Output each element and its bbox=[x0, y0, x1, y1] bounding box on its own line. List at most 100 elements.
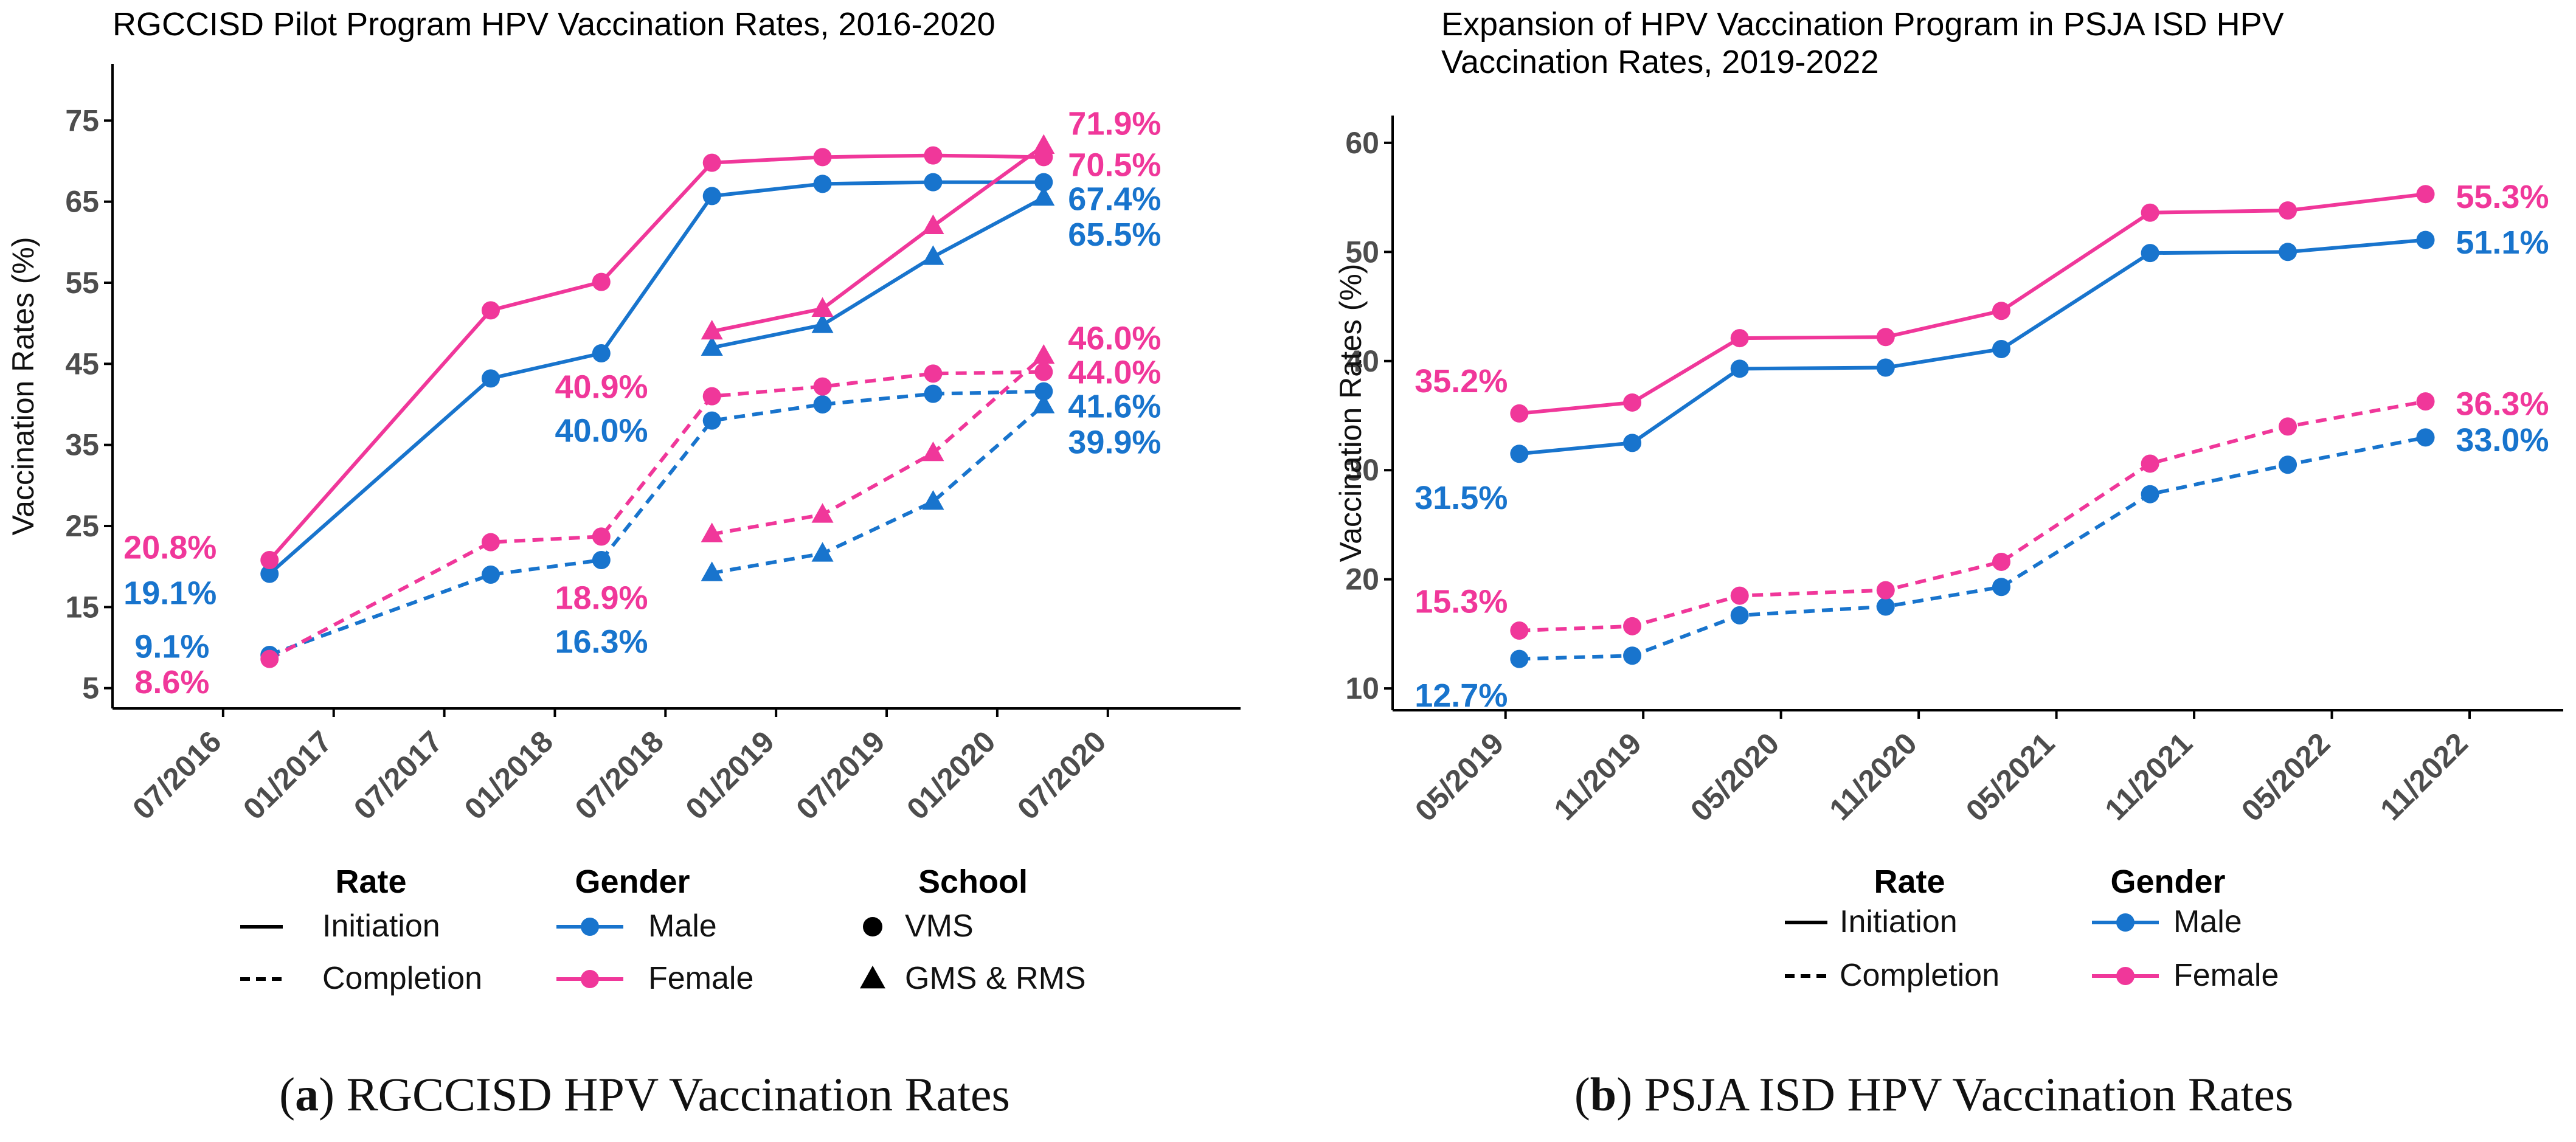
a-data-point bbox=[813, 377, 832, 396]
a-data-point-triangle bbox=[701, 522, 723, 542]
b-data-point bbox=[2279, 417, 2297, 436]
a-data-label: 65.5% bbox=[1068, 216, 1161, 253]
a-x-tick-label: 01/2017 bbox=[237, 724, 338, 826]
a-y-axis-label: Vaccination Rates (%) bbox=[6, 237, 40, 536]
a-data-label: 19.1% bbox=[123, 575, 216, 611]
b-data-point bbox=[2416, 185, 2435, 204]
a-legend-title: School bbox=[918, 863, 1028, 900]
a-legend-swatch-male-dot bbox=[581, 918, 599, 936]
a-data-point-triangle bbox=[701, 561, 723, 581]
a-data-label: 71.9% bbox=[1068, 105, 1161, 142]
a-legend-label: Completion bbox=[322, 961, 482, 996]
a-data-point bbox=[813, 148, 832, 167]
a-series-line bbox=[712, 144, 1045, 333]
b-data-point bbox=[1510, 649, 1529, 668]
a-data-point bbox=[481, 369, 500, 388]
a-data-point-triangle bbox=[922, 245, 944, 265]
b-data-label: 35.2% bbox=[1414, 363, 1508, 400]
caption-a-text: RGCCISD HPV Vaccination Rates bbox=[334, 1068, 1010, 1121]
a-data-point bbox=[592, 344, 611, 362]
a-data-label: 39.9% bbox=[1068, 424, 1161, 460]
a-data-point bbox=[924, 364, 943, 383]
caption-b-letter: b bbox=[1590, 1068, 1617, 1121]
a-data-point-triangle bbox=[811, 297, 834, 317]
a-series-line bbox=[268, 153, 1044, 561]
b-legend-swatch-female-dot bbox=[2116, 967, 2135, 985]
b-data-point bbox=[1623, 434, 1642, 452]
a-data-label: 9.1% bbox=[134, 628, 209, 665]
b-data-point bbox=[2416, 392, 2435, 411]
a-y-tick-label: 5 bbox=[82, 671, 99, 705]
a-data-point-triangle bbox=[811, 542, 834, 562]
a-data-point-triangle bbox=[922, 214, 944, 234]
a-data-point bbox=[702, 411, 721, 430]
b-chart-title: Vaccination Rates, 2019-2022 bbox=[1441, 44, 1878, 80]
b-data-point bbox=[1876, 597, 1895, 616]
a-data-point bbox=[813, 395, 832, 414]
a-chart-title: RGCCISD Pilot Program HPV Vaccination Ra… bbox=[113, 6, 995, 43]
a-data-label: 70.5% bbox=[1068, 147, 1161, 183]
b-data-label: 31.5% bbox=[1414, 480, 1508, 516]
b-x-tick-label: 11/2021 bbox=[2098, 726, 2198, 826]
a-data-point-triangle bbox=[701, 320, 723, 340]
b-y-tick-label: 20 bbox=[1345, 562, 1379, 597]
a-legend-swatch-female-dot bbox=[581, 970, 599, 988]
a-data-label: 18.9% bbox=[555, 580, 648, 616]
caption-b-text: PSJA ISD HPV Vaccination Rates bbox=[1632, 1068, 2294, 1121]
b-x-tick-label: 05/2019 bbox=[1408, 726, 1510, 828]
a-data-point bbox=[592, 272, 611, 291]
b-x-tick-label: 11/2019 bbox=[1548, 726, 1648, 826]
a-series-line bbox=[712, 354, 1045, 536]
a-series-line bbox=[268, 370, 1044, 661]
a-data-point bbox=[924, 146, 943, 165]
a-y-tick-label: 75 bbox=[65, 103, 99, 137]
a-data-label: 67.4% bbox=[1068, 181, 1161, 217]
a-data-point-triangle bbox=[811, 313, 834, 333]
a-legend-label: Initiation bbox=[322, 908, 440, 944]
a-x-tick-label: 07/2019 bbox=[789, 724, 891, 826]
b-x-tick-label: 11/2020 bbox=[1823, 726, 1923, 826]
a-data-point-triangle bbox=[1033, 134, 1055, 154]
b-data-point bbox=[1992, 340, 2010, 359]
a-data-point-triangle bbox=[1033, 393, 1055, 414]
b-x-tick-label: 05/2022 bbox=[2235, 726, 2336, 828]
a-x-tick-label: 01/2019 bbox=[679, 724, 781, 826]
a-series-line bbox=[712, 196, 1045, 350]
b-data-point bbox=[1510, 445, 1529, 463]
b-legend-label: Female bbox=[2173, 958, 2279, 993]
b-series-line bbox=[1519, 238, 2426, 456]
b-data-point bbox=[1730, 359, 1749, 378]
b-data-label: 51.1% bbox=[2456, 224, 2549, 261]
a-data-point bbox=[1034, 362, 1053, 381]
a-data-point-triangle bbox=[922, 441, 944, 462]
b-data-point bbox=[2416, 428, 2435, 447]
a-data-label: 40.9% bbox=[555, 369, 648, 406]
a-data-point bbox=[1034, 382, 1053, 401]
a-y-tick-label: 25 bbox=[65, 509, 99, 543]
a-data-label: 40.0% bbox=[555, 413, 648, 449]
b-series-line bbox=[1519, 435, 2426, 661]
a-data-point bbox=[924, 384, 943, 403]
b-x-tick-label: 05/2021 bbox=[1959, 726, 2061, 828]
b-data-point bbox=[2279, 201, 2297, 220]
b-data-point bbox=[1623, 617, 1642, 635]
b-series-line bbox=[1519, 192, 2426, 415]
a-legend-title: Rate bbox=[335, 863, 406, 900]
b-data-point bbox=[1510, 404, 1529, 423]
a-data-point bbox=[260, 551, 279, 569]
a-data-point-triangle bbox=[811, 503, 834, 523]
b-data-point bbox=[2141, 244, 2159, 263]
b-data-label: 15.3% bbox=[1414, 584, 1508, 620]
b-data-label: 12.7% bbox=[1414, 677, 1508, 714]
a-x-tick-label: 01/2020 bbox=[900, 724, 1002, 826]
b-data-point bbox=[1730, 606, 1749, 625]
a-data-point-triangle bbox=[1033, 186, 1055, 206]
a-data-point-triangle bbox=[922, 490, 944, 510]
b-legend-title: Rate bbox=[1874, 863, 1945, 900]
a-data-point bbox=[1034, 173, 1053, 192]
b-legend-label: Completion bbox=[1840, 958, 2000, 993]
a-series-line bbox=[712, 404, 1045, 575]
a-x-tick-label: 07/2018 bbox=[569, 724, 670, 826]
chart-b: Expansion of HPV Vaccination Program in … bbox=[1334, 6, 2563, 993]
caption-a: (a) RGCCISD HPV Vaccination Rates bbox=[279, 1068, 1010, 1121]
